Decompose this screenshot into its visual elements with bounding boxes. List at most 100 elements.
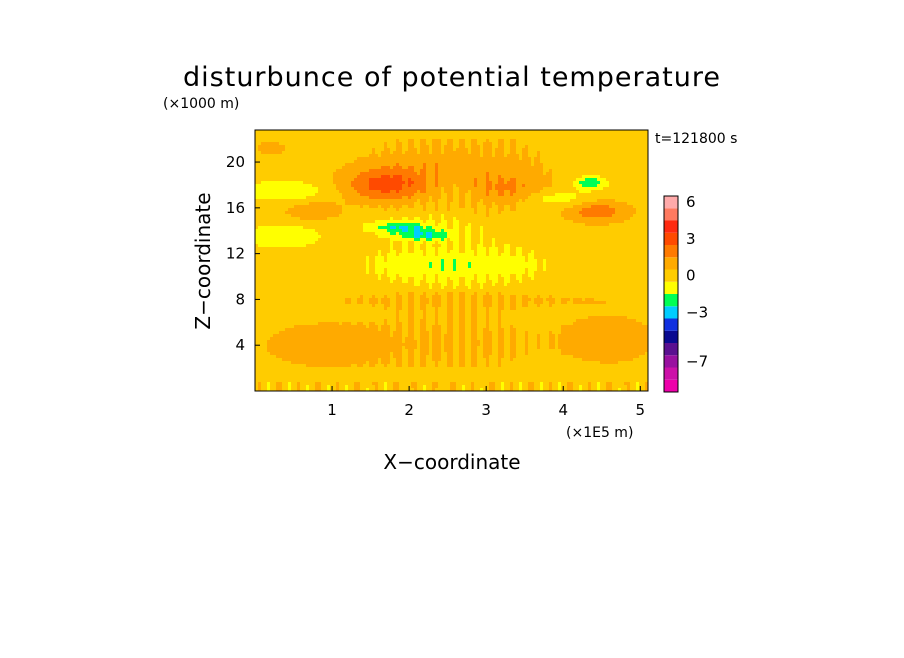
heat-cell — [255, 241, 315, 244]
heat-cell — [504, 208, 510, 211]
heat-cell — [465, 205, 471, 208]
heat-cell — [384, 304, 390, 307]
heat-cell — [483, 241, 492, 244]
heat-cell — [297, 385, 300, 388]
heat-cell — [420, 148, 429, 151]
heat-cell — [477, 358, 486, 361]
heat-cell — [357, 175, 381, 178]
heat-cell — [414, 238, 420, 241]
heat-cell — [459, 229, 465, 232]
heat-cell — [396, 190, 399, 193]
heat-cell — [477, 253, 486, 256]
heat-cell — [522, 304, 528, 307]
heat-cell — [486, 187, 492, 190]
heat-cell — [492, 280, 498, 283]
heat-cell — [483, 226, 648, 229]
heat-cell — [429, 337, 432, 340]
heat-cell — [498, 325, 501, 328]
heat-cell — [459, 298, 465, 301]
heat-cell — [384, 268, 387, 271]
heat-cell — [498, 292, 501, 295]
heat-cell — [537, 343, 540, 346]
heat-cell — [381, 151, 390, 154]
heat-cell — [510, 193, 513, 196]
heat-cell — [645, 352, 648, 355]
heat-cell — [363, 205, 369, 208]
heat-cell — [378, 388, 384, 391]
heat-cell — [528, 334, 537, 337]
heat-cell — [432, 388, 435, 391]
heat-cell — [498, 298, 504, 301]
heat-cell — [423, 292, 426, 295]
heat-cell — [432, 301, 441, 304]
heat-cell — [489, 193, 498, 196]
heat-cell — [402, 277, 408, 280]
heat-cell — [567, 388, 573, 391]
heat-cell — [561, 211, 579, 214]
heat-cell — [438, 364, 447, 367]
heat-cell — [606, 382, 612, 385]
heat-cell — [408, 244, 414, 247]
heat-cell — [492, 244, 495, 247]
heat-cell — [540, 154, 648, 157]
heat-cell — [426, 292, 435, 295]
heat-cell — [333, 172, 360, 175]
heat-cell — [465, 199, 471, 202]
heat-cell — [522, 151, 528, 154]
heat-cell — [459, 331, 465, 334]
heat-cell — [363, 322, 369, 325]
heat-cell — [516, 250, 522, 253]
heat-cell — [441, 139, 447, 142]
heat-cell — [453, 322, 459, 325]
heat-cell — [573, 385, 579, 388]
heat-cell — [441, 145, 444, 148]
heat-cell — [528, 385, 534, 388]
heat-cell — [447, 238, 450, 241]
heat-cell — [414, 280, 420, 283]
heat-cell — [486, 310, 489, 313]
heat-cell — [387, 385, 393, 388]
heat-cell — [453, 298, 459, 301]
heat-cell — [453, 352, 459, 355]
heat-cell — [438, 175, 486, 178]
heat-cell — [504, 307, 510, 310]
heat-cell — [387, 382, 393, 385]
heat-cell — [408, 241, 414, 244]
heat-cell — [366, 262, 369, 265]
heat-cell — [420, 361, 426, 364]
heat-cell — [522, 298, 531, 301]
heat-cell — [492, 241, 495, 244]
heat-cell — [465, 196, 471, 199]
heat-cell — [435, 313, 438, 316]
heat-cell — [255, 295, 360, 298]
heat-cell — [408, 331, 414, 334]
heat-cell — [498, 322, 501, 325]
heat-cell — [510, 358, 513, 361]
heat-cell — [444, 190, 453, 193]
heat-cell — [432, 226, 447, 229]
heat-cell — [420, 325, 426, 328]
heat-cell — [399, 319, 408, 322]
heat-cell — [474, 292, 477, 295]
heat-cell — [294, 205, 342, 208]
heat-cell — [441, 304, 447, 307]
heat-cell — [465, 247, 471, 250]
heat-cell — [549, 334, 555, 337]
heat-cell — [414, 193, 441, 196]
heat-cell — [474, 277, 477, 280]
heat-cell — [441, 220, 447, 223]
heat-cell — [390, 226, 396, 229]
heat-cell — [636, 319, 648, 322]
heat-cell — [453, 304, 459, 307]
heat-cell — [258, 385, 261, 388]
heat-cell — [447, 358, 453, 361]
heat-cell — [375, 259, 384, 262]
heat-cell — [255, 259, 366, 262]
heat-cell — [408, 280, 414, 283]
heat-cell — [492, 187, 495, 190]
heat-cell — [483, 334, 492, 337]
heat-cell — [585, 178, 597, 181]
heat-cell — [474, 208, 477, 211]
heat-cell — [420, 304, 426, 307]
heat-cell — [489, 175, 498, 178]
